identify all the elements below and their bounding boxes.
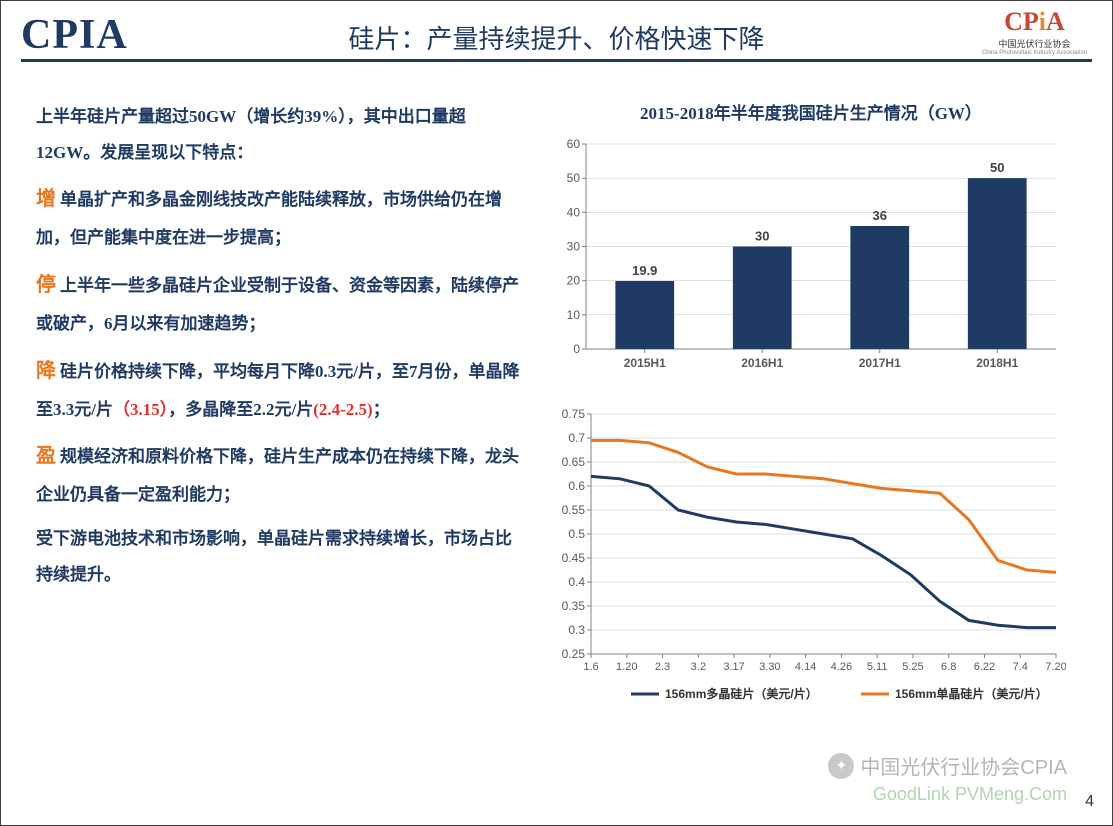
svg-text:2015H1: 2015H1: [624, 356, 666, 370]
svg-text:5.25: 5.25: [902, 661, 923, 673]
svg-text:40: 40: [567, 205, 581, 219]
svg-text:3.17: 3.17: [723, 661, 744, 673]
svg-text:3.2: 3.2: [691, 661, 706, 673]
svg-text:30: 30: [567, 240, 581, 254]
svg-text:1.20: 1.20: [616, 661, 637, 673]
svg-text:60: 60: [567, 137, 581, 151]
svg-text:0.7: 0.7: [568, 431, 585, 445]
charts-column: 2015-2018年半年度我国硅片生产情况（GW） 0 10 20 30 40 50 60 1…: [546, 99, 1076, 714]
bar-chart: 0 10 20 30 40 50 60 19.9 2015H1 30 2016H1 36 2017H1 5…: [546, 134, 1066, 379]
svg-text:1.6: 1.6: [583, 661, 598, 673]
svg-text:6.8: 6.8: [941, 661, 956, 673]
svg-text:3.30: 3.30: [759, 661, 780, 673]
header-divider: [21, 59, 1092, 62]
page-title: 硅片：产量持续提升、价格快速下降: [348, 19, 764, 56]
svg-text:7.20: 7.20: [1045, 661, 1066, 673]
svg-text:19.9: 19.9: [632, 263, 657, 278]
header: CPIA 硅片：产量持续提升、价格快速下降 CPiA 中国光伏行业协会 Chin…: [1, 1, 1112, 69]
watermark-line2: GoodLink PVMeng.Com: [828, 784, 1067, 805]
svg-text:5.11: 5.11: [867, 661, 888, 673]
svg-text:4.26: 4.26: [831, 661, 852, 673]
svg-text:10: 10: [567, 308, 581, 322]
svg-text:0.45: 0.45: [562, 551, 586, 565]
logo-right-text: CPiA: [982, 9, 1087, 35]
svg-text:0.4: 0.4: [568, 575, 585, 589]
svg-text:156mm多晶硅片（美元/片）: 156mm多晶硅片（美元/片）: [665, 686, 818, 701]
logo-right: CPiA 中国光伏行业协会 China Photovoltaic Industr…: [982, 9, 1087, 56]
svg-text:50: 50: [990, 160, 1004, 175]
svg-text:20: 20: [567, 274, 581, 288]
svg-text:2017H1: 2017H1: [859, 356, 901, 370]
svg-text:50: 50: [567, 171, 581, 185]
watermark-line1: ✦ 中国光伏行业协会CPIA: [828, 751, 1067, 780]
svg-text:4.14: 4.14: [795, 661, 816, 673]
svg-text:0.65: 0.65: [562, 455, 586, 469]
svg-text:0: 0: [573, 342, 580, 356]
svg-text:2018H1: 2018H1: [976, 356, 1018, 370]
page-number: 4: [1085, 793, 1094, 811]
bullet-stop: 停上半年一些多晶硅片企业受制于设备、资金等因素，陆续停产或破产，6月以来有加速趋…: [36, 264, 526, 342]
svg-text:2016H1: 2016H1: [741, 356, 783, 370]
svg-text:2.3: 2.3: [655, 661, 670, 673]
logo-right-sub: 中国光伏行业协会: [982, 37, 1087, 50]
bullet-profit: 盈规模经济和原料价格下降，硅片生产成本仍在持续下降，龙头企业仍具备一定盈利能力；: [36, 435, 526, 513]
svg-text:0.3: 0.3: [568, 623, 585, 637]
bar-chart-title: 2015-2018年半年度我国硅片生产情况（GW）: [546, 99, 1076, 124]
bullet-increase: 增单晶扩产和多晶金刚线技改产能陆续释放，市场供给仍在增加，但产能集中度在进一步提…: [36, 178, 526, 256]
svg-text:0.75: 0.75: [562, 407, 586, 421]
line-chart: 0.25 0.3 0.35 0.4 0.45 0.5 0.55 0.6 0.65 0.7 0.75 1…: [546, 404, 1066, 714]
svg-text:7.4: 7.4: [1013, 661, 1028, 673]
svg-text:156mm单晶硅片（美元/片）: 156mm单晶硅片（美元/片）: [895, 686, 1048, 701]
content: 上半年硅片产量超过50GW（增长约39%），其中出口量超12GW。发展呈现以下特…: [1, 69, 1112, 714]
svg-text:0.25: 0.25: [562, 647, 586, 661]
text-column: 上半年硅片产量超过50GW（增长约39%），其中出口量超12GW。发展呈现以下特…: [36, 99, 526, 714]
wechat-icon: ✦: [828, 753, 854, 779]
svg-text:30: 30: [755, 229, 769, 244]
closing-text: 受下游电池技术和市场影响，单晶硅片需求持续增长，市场占比持续提升。: [36, 521, 526, 592]
svg-text:6.22: 6.22: [974, 661, 995, 673]
intro-text: 上半年硅片产量超过50GW（增长约39%），其中出口量超12GW。发展呈现以下特…: [36, 99, 526, 170]
svg-text:0.35: 0.35: [562, 599, 586, 613]
svg-text:0.55: 0.55: [562, 503, 586, 517]
logo-right-sub2: China Photovoltaic Industry Association: [982, 50, 1087, 56]
bullet-drop: 降硅片价格持续下降，平均每月下降0.3元/片，至7月份，单晶降至3.3元/片（3…: [36, 350, 526, 428]
svg-text:36: 36: [873, 208, 887, 223]
svg-text:0.6: 0.6: [568, 479, 585, 493]
svg-text:0.5: 0.5: [568, 527, 585, 541]
watermark: ✦ 中国光伏行业协会CPIA GoodLink PVMeng.Com: [828, 751, 1067, 805]
logo-left: CPIA: [21, 11, 128, 59]
